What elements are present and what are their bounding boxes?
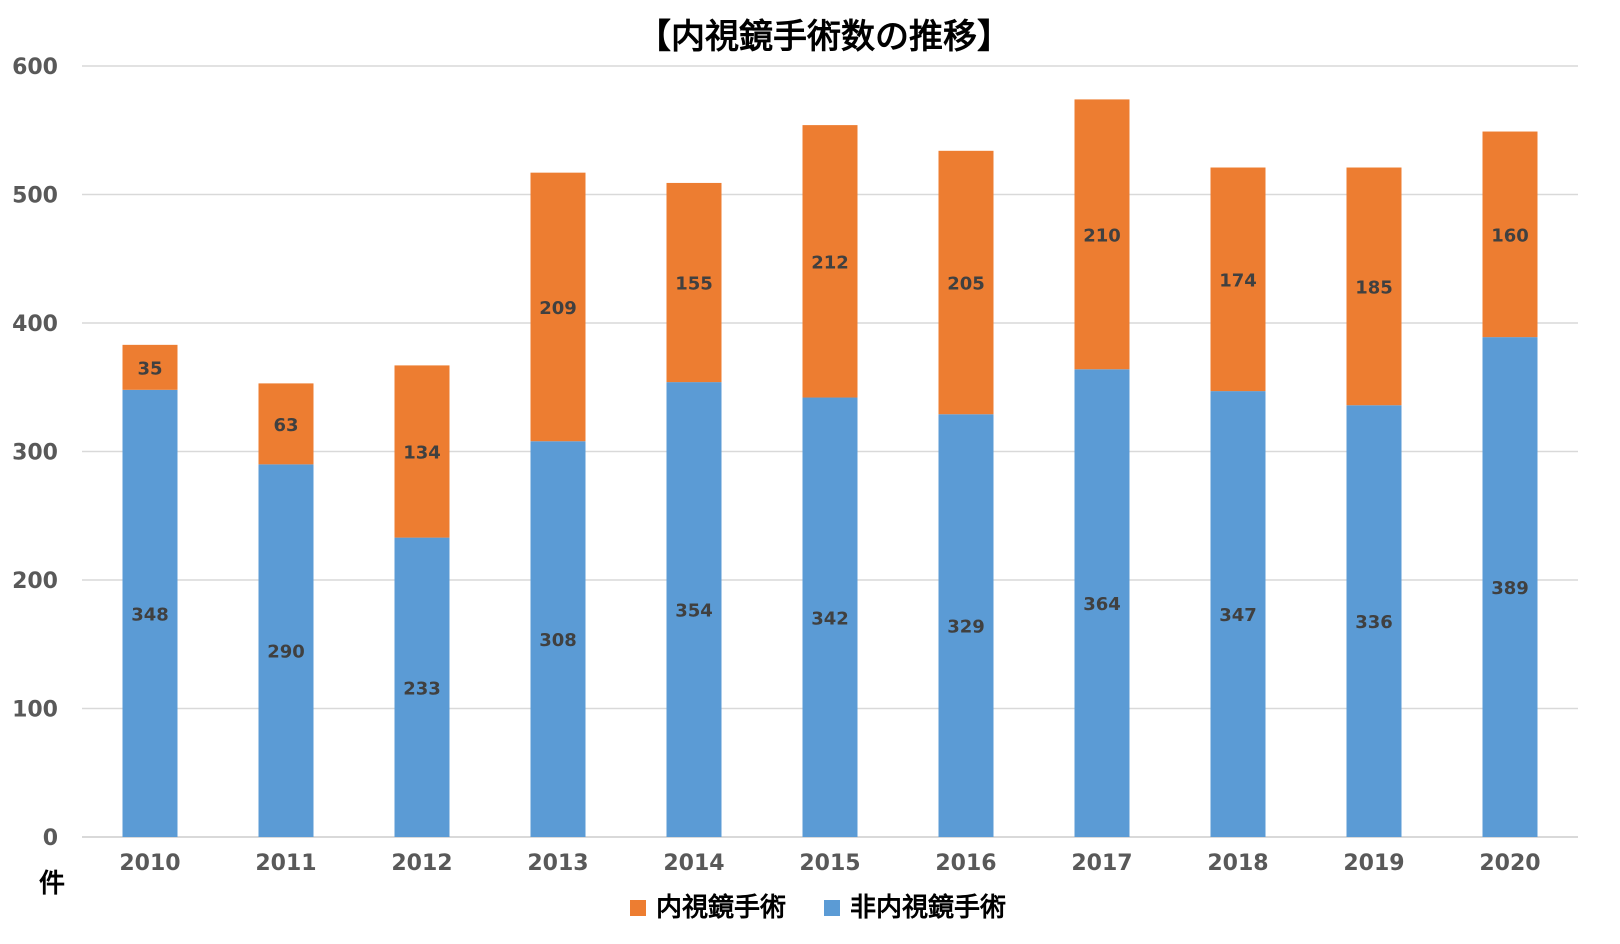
- data-label-non-endoscopic-2012: 233: [403, 678, 441, 699]
- data-label-endoscopic-2013: 209: [539, 298, 577, 319]
- legend[interactable]: 内視鏡手術 非内視鏡手術: [630, 892, 1006, 923]
- bar-endoscopic-2011: [258, 383, 314, 465]
- y-tick-label-0: 0: [43, 826, 58, 851]
- bar-non-endoscopic-2011: [258, 464, 314, 837]
- y-tick-label-500: 500: [12, 184, 58, 209]
- x-tick-label-2019: 2019: [1343, 851, 1404, 876]
- bar-endoscopic-2012: [394, 365, 450, 538]
- bar-non-endoscopic-2018: [1210, 391, 1266, 837]
- data-label-non-endoscopic-2011: 290: [267, 642, 305, 663]
- x-tick-label-2015: 2015: [799, 851, 860, 876]
- bar-non-endoscopic-2014: [666, 382, 722, 837]
- bar-non-endoscopic-2013: [530, 441, 586, 837]
- bar-endoscopic-2010: [122, 344, 178, 390]
- bar-endoscopic-2013: [530, 172, 586, 442]
- legend-swatch-endoscopic[interactable]: [630, 900, 646, 916]
- legend-swatch-non-endoscopic[interactable]: [824, 900, 840, 916]
- bar-non-endoscopic-2016: [938, 414, 994, 837]
- x-tick-label-2011: 2011: [255, 851, 316, 876]
- x-tick-label-2012: 2012: [391, 851, 452, 876]
- data-label-endoscopic-2016: 205: [947, 274, 985, 295]
- data-label-endoscopic-2014: 155: [675, 274, 713, 295]
- bar-endoscopic-2020: [1482, 131, 1538, 338]
- bar-non-endoscopic-2020: [1482, 337, 1538, 837]
- data-label-endoscopic-2018: 174: [1219, 270, 1257, 291]
- chart-title: 【内視鏡手術数の推移】: [637, 17, 1011, 57]
- y-tick-label-200: 200: [12, 569, 58, 594]
- data-label-non-endoscopic-2018: 347: [1219, 605, 1257, 626]
- bar-non-endoscopic-2017: [1074, 369, 1130, 837]
- data-label-endoscopic-2010: 35: [137, 358, 162, 379]
- y-unit-label: 件: [39, 869, 65, 899]
- y-tick-label-300: 300: [12, 441, 58, 466]
- x-tick-label-2018: 2018: [1207, 851, 1268, 876]
- x-tick-label-2016: 2016: [935, 851, 996, 876]
- data-label-non-endoscopic-2019: 336: [1355, 612, 1393, 633]
- data-label-endoscopic-2017: 210: [1083, 225, 1121, 246]
- bars: [122, 99, 1538, 837]
- y-tick-label-400: 400: [12, 312, 58, 337]
- data-label-non-endoscopic-2015: 342: [811, 608, 849, 629]
- legend-label-endoscopic[interactable]: 内視鏡手術: [656, 892, 786, 923]
- bar-non-endoscopic-2012: [394, 537, 450, 837]
- data-label-endoscopic-2019: 185: [1355, 277, 1393, 298]
- y-axis: 0 100 200 300 400 500 600: [12, 55, 58, 851]
- x-tick-label-2010: 2010: [119, 851, 180, 876]
- y-tick-label-600: 600: [12, 55, 58, 80]
- data-label-endoscopic-2011: 63: [273, 415, 298, 436]
- data-label-endoscopic-2012: 134: [403, 443, 441, 464]
- bar-endoscopic-2015: [802, 125, 858, 398]
- data-label-non-endoscopic-2020: 389: [1491, 578, 1529, 599]
- data-label-endoscopic-2015: 212: [811, 252, 849, 273]
- data-label-non-endoscopic-2016: 329: [947, 617, 985, 638]
- bar-endoscopic-2016: [938, 150, 994, 415]
- data-label-endoscopic-2020: 160: [1491, 225, 1529, 246]
- legend-label-non-endoscopic[interactable]: 非内視鏡手術: [850, 892, 1006, 923]
- data-label-non-endoscopic-2013: 308: [539, 630, 577, 651]
- bar-endoscopic-2018: [1210, 167, 1266, 392]
- bar-endoscopic-2019: [1346, 167, 1402, 406]
- x-tick-label-2017: 2017: [1071, 851, 1132, 876]
- bar-non-endoscopic-2019: [1346, 405, 1402, 837]
- x-tick-label-2020: 2020: [1479, 851, 1540, 876]
- data-label-non-endoscopic-2014: 354: [675, 601, 713, 622]
- data-labels: 348 35 290 63 233 134 308 209 354 155 342 212 329 205…: [131, 225, 1529, 699]
- bar-non-endoscopic-2010: [122, 389, 178, 837]
- y-tick-label-100: 100: [12, 698, 58, 723]
- x-tick-label-2013: 2013: [527, 851, 588, 876]
- data-label-non-endoscopic-2010: 348: [131, 604, 169, 625]
- bar-endoscopic-2017: [1074, 99, 1130, 370]
- bar-non-endoscopic-2015: [802, 397, 858, 837]
- x-tick-label-2014: 2014: [663, 851, 724, 876]
- bar-endoscopic-2014: [666, 182, 722, 383]
- x-axis: 2010 2011 2012 2013 2014 2015 2016 2017 2018 2019…: [119, 851, 1540, 876]
- data-label-non-endoscopic-2017: 364: [1083, 594, 1121, 615]
